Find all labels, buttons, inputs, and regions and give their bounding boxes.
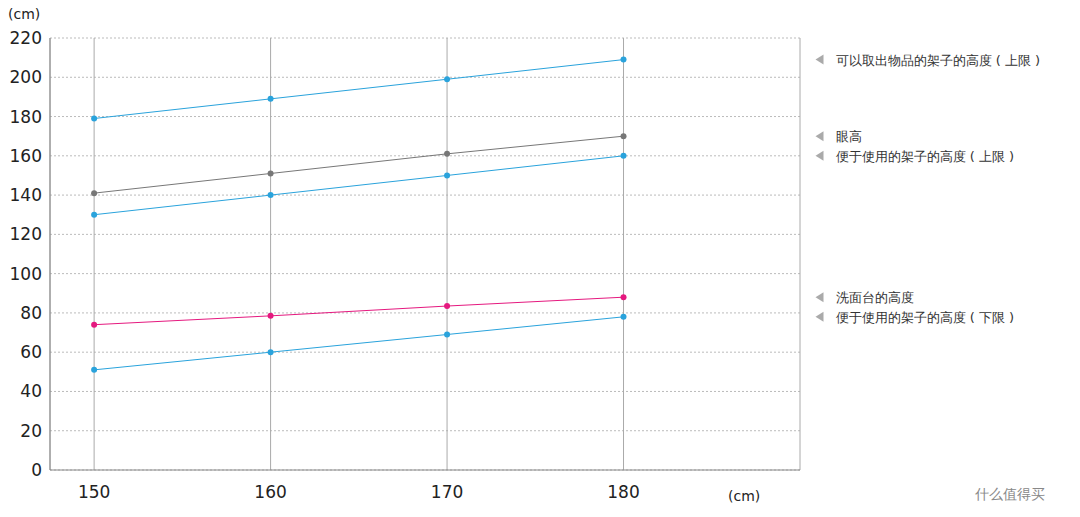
svg-text:200: 200	[10, 67, 42, 87]
svg-text:便于使用的架子的高度 ( 上限 ): 便于使用的架子的高度 ( 上限 )	[836, 149, 1015, 164]
svg-text:60: 60	[20, 342, 42, 362]
svg-text:40: 40	[20, 381, 42, 401]
svg-text:140: 140	[10, 185, 42, 205]
svg-text:20: 20	[20, 421, 42, 441]
svg-text:180: 180	[10, 107, 42, 127]
svg-text:120: 120	[10, 224, 42, 244]
html-text:(cm): (cm)	[728, 488, 761, 504]
svg-text:150: 150	[78, 482, 110, 502]
svg-text:80: 80	[20, 303, 42, 323]
svg-text:220: 220	[10, 28, 42, 48]
html-text:(cm): (cm)	[8, 6, 41, 22]
svg-text:眼高: 眼高	[836, 129, 862, 144]
html-text:什么值得买: 什么值得买	[975, 486, 1045, 502]
svg-text:可以取出物品的架子的高度 ( 上限 ): 可以取出物品的架子的高度 ( 上限 )	[836, 53, 1041, 68]
svg-text:100: 100	[10, 264, 42, 284]
svg-text:0: 0	[31, 460, 42, 480]
svg-text:160: 160	[10, 146, 42, 166]
svg-text:160: 160	[254, 482, 286, 502]
svg-text:170: 170	[431, 482, 463, 502]
svg-text:便于使用的架子的高度 ( 下限 ): 便于使用的架子的高度 ( 下限 )	[836, 310, 1015, 325]
svg-text:180: 180	[607, 482, 639, 502]
svg-text:洗面台的高度: 洗面台的高度	[836, 290, 914, 305]
